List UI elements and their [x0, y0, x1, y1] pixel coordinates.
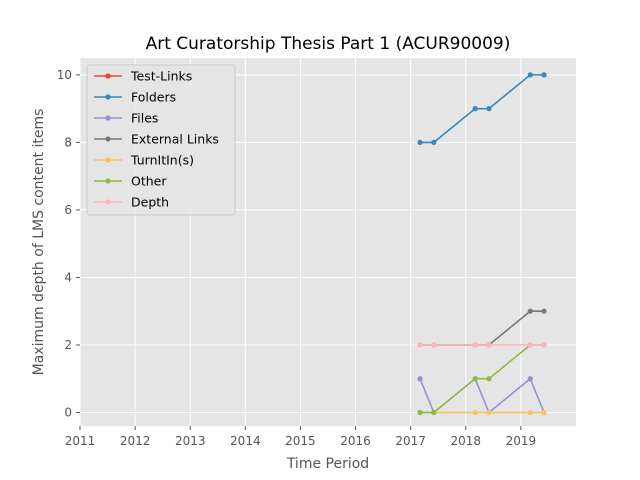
y-tick-label: 4: [64, 270, 72, 284]
data-point: [417, 139, 423, 146]
legend: Test-Links Folders Files External Links Turn…: [86, 64, 236, 216]
data-point: [417, 376, 423, 382]
legend-label: Files: [131, 111, 158, 126]
data-point: [486, 376, 492, 382]
legend-label: Test-Links: [130, 69, 192, 84]
x-tick-label: 2014: [230, 434, 261, 448]
data-point: [431, 409, 437, 416]
x-axis: 2011 2012 2013 2014 2015 2016 2017 2018 2019: [65, 426, 536, 448]
x-tick-label: 2017: [395, 434, 426, 448]
data-point: [541, 308, 547, 314]
y-axis: 0 2 4 6 8 10: [57, 68, 80, 419]
data-point: [431, 139, 437, 146]
chart-title: Art Curatorship Thesis Part 1 (ACUR90009…: [146, 34, 511, 54]
data-point: [472, 409, 478, 416]
x-tick-label: 2015: [285, 434, 316, 448]
legend-item: TurnItIn(s): [94, 153, 194, 168]
x-tick-label: 2019: [506, 434, 537, 448]
data-point: [417, 342, 423, 348]
data-point: [472, 106, 478, 112]
legend-item: Depth: [94, 195, 169, 210]
series-layer: [417, 72, 547, 416]
legend-label: TurnItIn(s): [130, 153, 194, 168]
data-point: [472, 376, 478, 382]
legend-label: Folders: [131, 90, 176, 105]
legend-item: Files: [94, 111, 158, 126]
y-axis-label: Maximum depth of LMS content items: [31, 109, 47, 376]
data-point: [527, 376, 533, 382]
series-1: [417, 72, 547, 146]
legend-marker: [105, 136, 111, 142]
x-tick-label: 2012: [120, 434, 151, 448]
legend-item: Folders: [94, 90, 176, 105]
y-tick-label: 6: [64, 203, 72, 217]
y-tick-label: 2: [64, 338, 72, 352]
legend-marker: [105, 178, 111, 184]
legend-marker: [105, 199, 111, 205]
legend-marker: [105, 115, 111, 121]
y-tick-label: 0: [64, 405, 72, 419]
data-point: [527, 72, 533, 78]
data-point: [541, 409, 547, 416]
legend-item: Test-Links: [94, 69, 192, 84]
data-point: [527, 409, 533, 416]
legend-label: External Links: [131, 132, 219, 147]
series-line: [419, 377, 545, 414]
legend-label: Depth: [131, 195, 169, 210]
data-point: [486, 409, 492, 416]
legend-item: External Links: [94, 132, 219, 147]
legend-marker: [105, 157, 111, 163]
data-point: [431, 342, 437, 348]
data-point: [541, 342, 547, 348]
y-tick-label: 8: [64, 135, 72, 149]
legend-marker: [105, 73, 111, 79]
legend-item: Other: [94, 174, 167, 189]
data-point: [472, 342, 478, 348]
x-tick-label: 2011: [65, 434, 96, 448]
x-tick-label: 2013: [175, 434, 206, 448]
data-point: [417, 409, 423, 416]
legend-box: [86, 64, 236, 216]
data-point: [541, 72, 547, 78]
x-tick-label: 2018: [451, 434, 482, 448]
data-point: [527, 342, 533, 348]
data-point: [527, 308, 533, 314]
data-point: [486, 342, 492, 348]
x-tick-label: 2016: [340, 434, 371, 448]
legend-marker: [105, 94, 111, 100]
x-axis-label: Time Period: [286, 456, 369, 472]
y-tick-label: 10: [57, 68, 72, 82]
series-6: [417, 342, 547, 348]
legend-label: Other: [131, 174, 167, 189]
data-point: [486, 106, 492, 112]
